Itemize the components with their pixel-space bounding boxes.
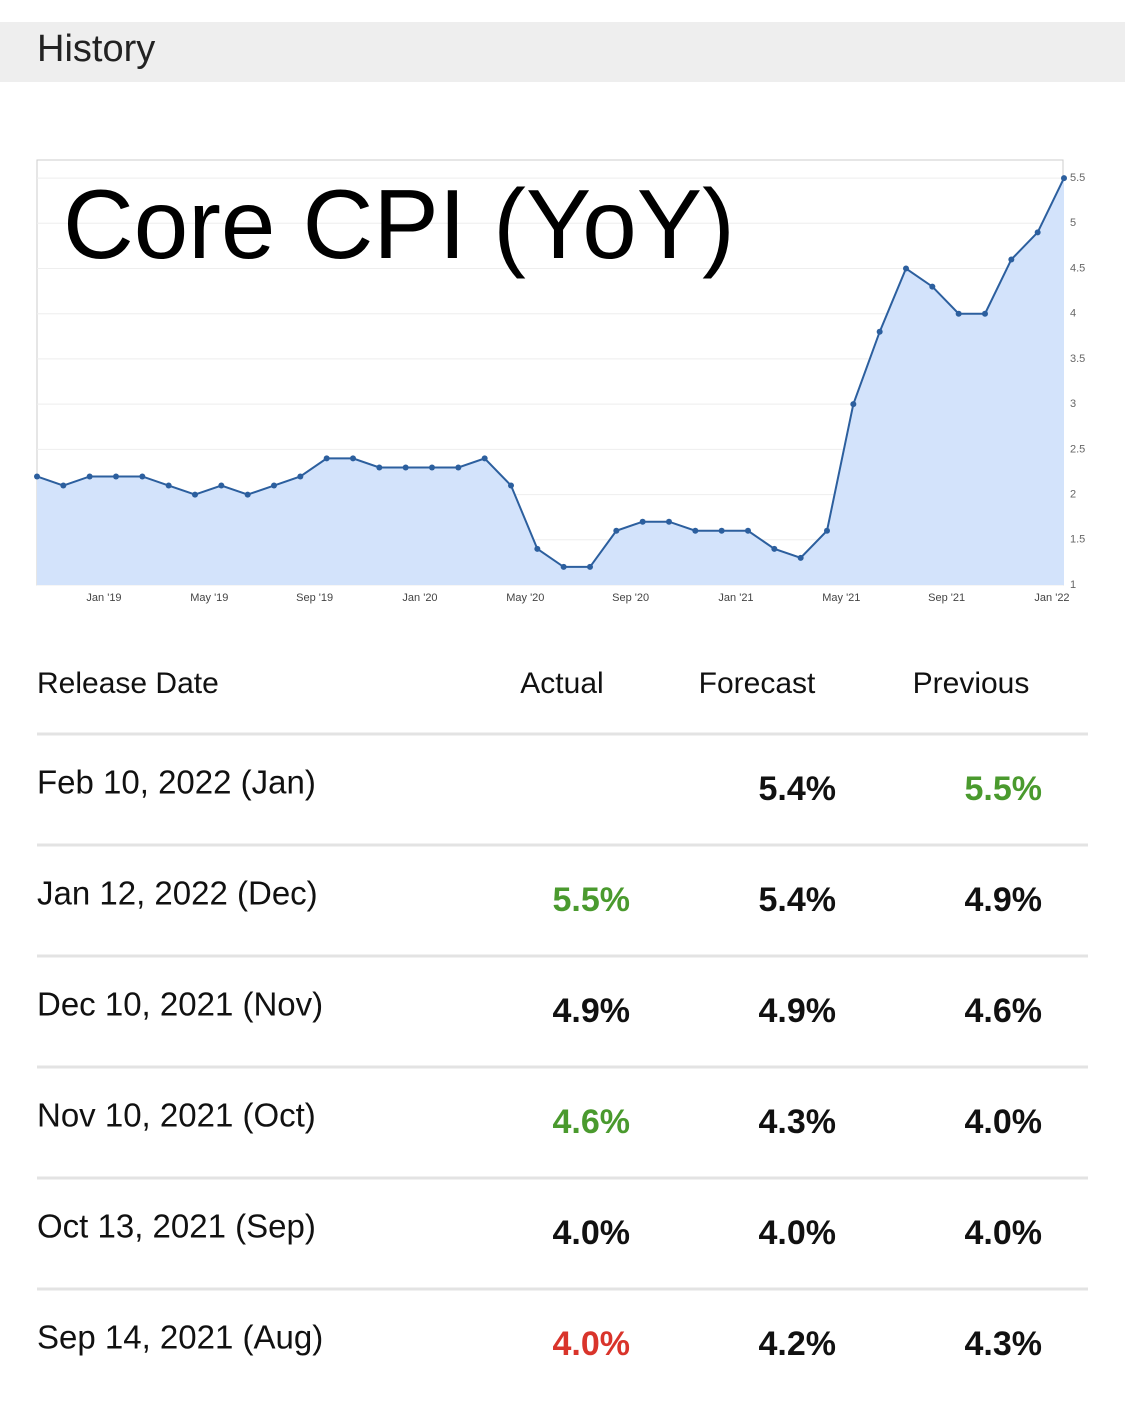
chart-title: Core CPI (YoY) bbox=[63, 169, 735, 279]
point bbox=[955, 310, 962, 317]
point bbox=[797, 554, 804, 561]
point bbox=[455, 464, 462, 471]
y-tick-label: 1.5 bbox=[1070, 534, 1085, 546]
point bbox=[666, 518, 672, 525]
header-title: History bbox=[37, 28, 155, 70]
value-cell: 5.4% bbox=[759, 770, 837, 808]
point bbox=[165, 482, 172, 489]
value-cell: 4.0% bbox=[965, 1214, 1043, 1252]
x-tick-label: May '19 bbox=[190, 592, 228, 604]
value-cell: 4.0% bbox=[965, 1103, 1043, 1141]
point bbox=[481, 455, 488, 462]
point bbox=[297, 473, 304, 480]
point bbox=[1034, 229, 1041, 236]
header-bar bbox=[0, 22, 1125, 82]
value-cell: 5.5% bbox=[965, 770, 1043, 808]
x-tick-label: Jan '20 bbox=[402, 592, 437, 604]
column-header: Forecast bbox=[699, 667, 816, 700]
value-cell: 5.5% bbox=[553, 881, 631, 919]
point bbox=[718, 527, 725, 534]
point bbox=[376, 464, 383, 471]
point bbox=[402, 464, 409, 471]
y-tick-label: 2.5 bbox=[1070, 443, 1085, 455]
date-cell: Oct 13, 2021 (Sep) bbox=[37, 1208, 316, 1245]
line bbox=[36, 177, 1065, 568]
point bbox=[850, 401, 857, 408]
point bbox=[60, 482, 67, 489]
column-header: Previous bbox=[913, 667, 1030, 700]
date-cell: Nov 10, 2021 (Oct) bbox=[37, 1097, 316, 1134]
date-cell: Feb 10, 2022 (Jan) bbox=[37, 764, 316, 801]
area bbox=[37, 178, 1064, 585]
value-cell: 5.4% bbox=[759, 881, 837, 919]
point bbox=[429, 464, 435, 471]
point bbox=[745, 527, 751, 534]
x-tick-label: May '21 bbox=[822, 592, 860, 604]
point bbox=[86, 473, 93, 480]
column-header: Release Date bbox=[37, 667, 219, 700]
point bbox=[692, 527, 699, 534]
point bbox=[534, 545, 541, 552]
point bbox=[613, 527, 620, 534]
value-cell: 4.9% bbox=[553, 992, 631, 1030]
x-tick-label: Jan '19 bbox=[86, 592, 121, 604]
x-tick-label: Sep '21 bbox=[928, 592, 965, 604]
value-cell: 4.6% bbox=[553, 1103, 631, 1141]
point bbox=[508, 482, 514, 489]
date-cell: Sep 14, 2021 (Aug) bbox=[37, 1319, 323, 1356]
value-cell: 4.0% bbox=[759, 1214, 837, 1252]
y-tick-label: 5 bbox=[1070, 217, 1076, 229]
value-cell: 4.2% bbox=[759, 1325, 837, 1363]
point bbox=[350, 455, 356, 462]
column-header: Actual bbox=[520, 667, 603, 700]
x-tick-label: Jan '21 bbox=[718, 592, 753, 604]
point bbox=[1061, 175, 1067, 182]
y-tick-label: 4 bbox=[1070, 308, 1076, 320]
date-cell: Jan 12, 2022 (Dec) bbox=[37, 875, 318, 912]
y-tick-label: 4.5 bbox=[1070, 262, 1085, 274]
point bbox=[323, 455, 330, 462]
value-cell: 4.3% bbox=[965, 1325, 1043, 1363]
value-cell: 4.3% bbox=[759, 1103, 837, 1141]
point bbox=[903, 265, 909, 272]
y-tick-label: 3 bbox=[1070, 398, 1076, 410]
value-cell: 4.9% bbox=[759, 992, 837, 1030]
point bbox=[876, 328, 883, 335]
x-tick-label: Jan '22 bbox=[1034, 592, 1069, 604]
point bbox=[929, 283, 936, 290]
point bbox=[587, 563, 593, 570]
point bbox=[218, 482, 225, 489]
point bbox=[560, 563, 567, 570]
value-cell: 4.6% bbox=[965, 992, 1043, 1030]
date-cell: Dec 10, 2021 (Nov) bbox=[37, 986, 323, 1023]
point bbox=[771, 545, 778, 552]
point bbox=[192, 491, 198, 498]
point bbox=[639, 518, 646, 525]
y-tick-label: 3.5 bbox=[1070, 353, 1085, 365]
x-tick-label: Sep '19 bbox=[296, 592, 333, 604]
x-tick-label: Sep '20 bbox=[612, 592, 649, 604]
point bbox=[139, 473, 146, 480]
value-cell: 4.0% bbox=[553, 1214, 631, 1252]
y-tick-label: 5.5 bbox=[1070, 172, 1085, 184]
point bbox=[34, 473, 40, 480]
point bbox=[113, 473, 119, 480]
point bbox=[244, 491, 251, 498]
value-cell: 4.9% bbox=[965, 881, 1043, 919]
point bbox=[824, 527, 830, 534]
value-cell: 4.0% bbox=[553, 1325, 631, 1363]
point bbox=[271, 482, 277, 489]
y-tick-label: 2 bbox=[1070, 488, 1076, 500]
y-tick-label: 1 bbox=[1070, 579, 1076, 591]
x-tick-label: May '20 bbox=[506, 592, 544, 604]
point bbox=[1008, 256, 1015, 263]
point bbox=[982, 310, 988, 317]
